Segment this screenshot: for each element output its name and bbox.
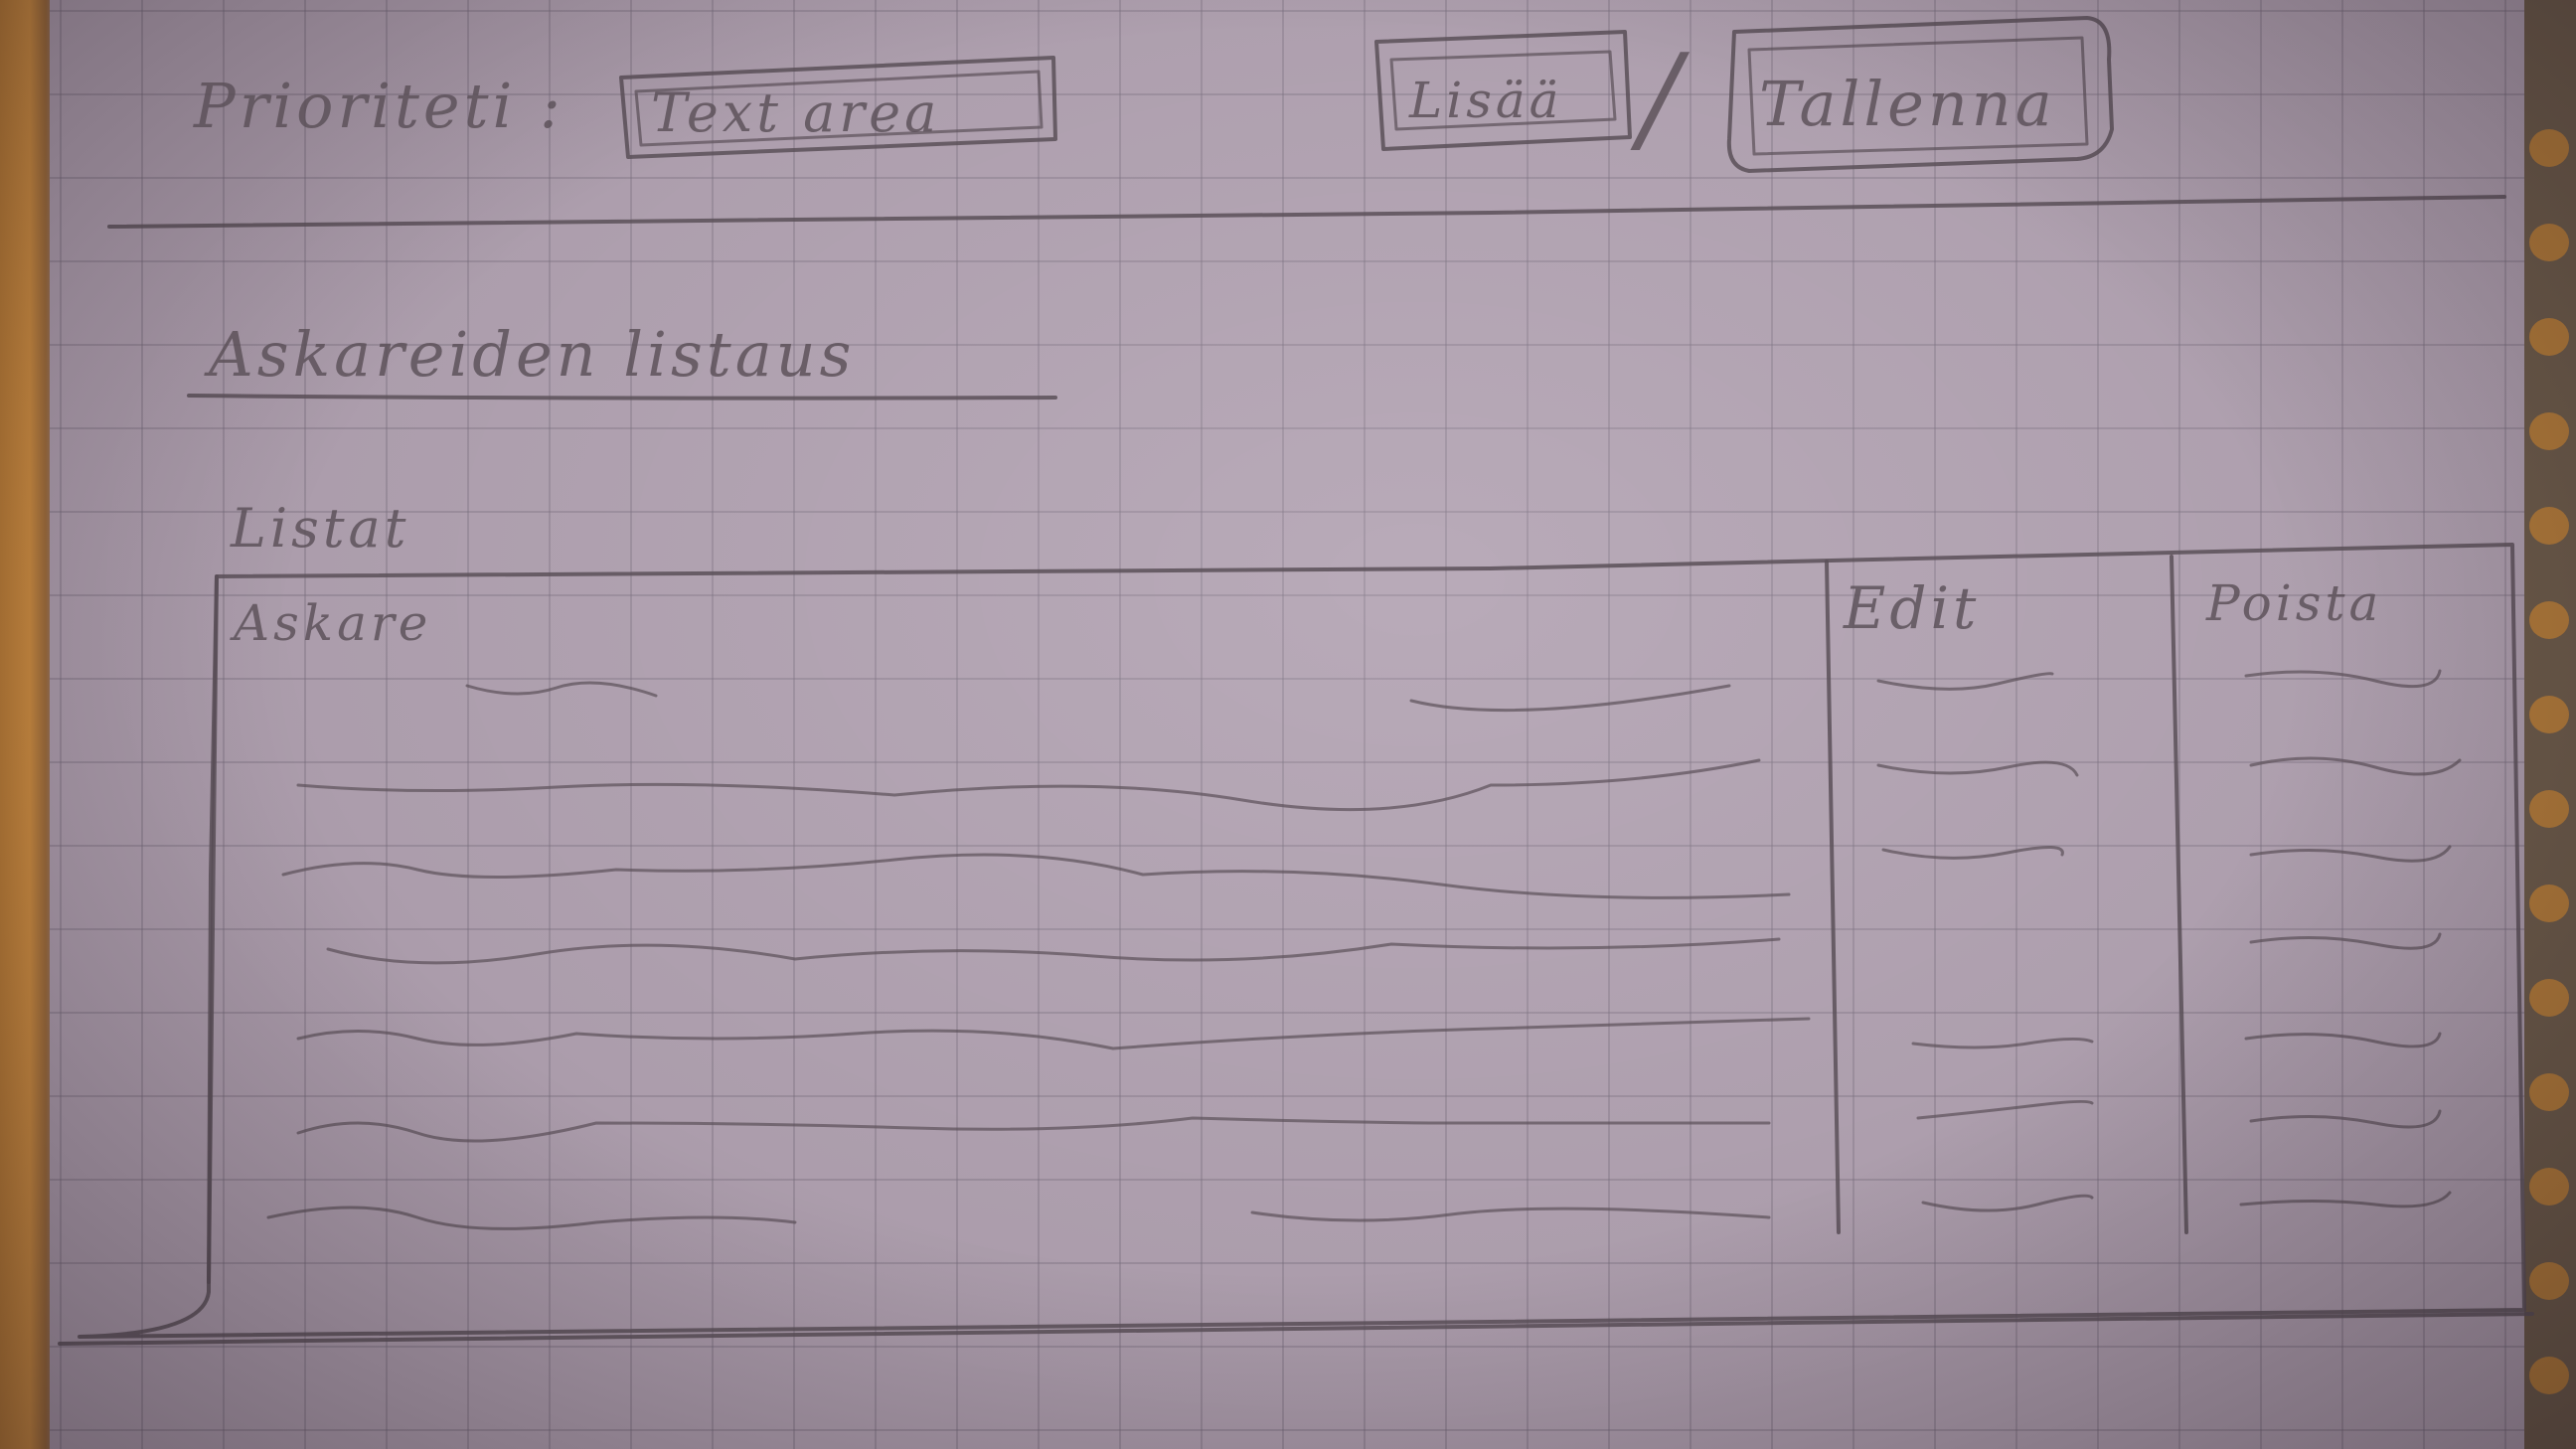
poista-squiggle: [2249, 1109, 2442, 1129]
binding-hole: [2529, 507, 2569, 545]
column-header-edit: Edit: [1844, 574, 1981, 642]
text-area-box-inner: [634, 70, 1044, 147]
binding-hole: [2529, 318, 2569, 356]
save-button[interactable]: Tallenna: [1759, 68, 2056, 140]
column-divider-edit: [1825, 560, 1841, 1234]
row-squiggle: [296, 758, 1761, 812]
text-area-label[interactable]: Text area: [651, 81, 941, 144]
poista-squiggle: [2239, 1191, 2452, 1208]
edit-squiggle: [1921, 1194, 2094, 1212]
poista-squiggle: [2249, 845, 2452, 863]
row-squiggle: [281, 853, 1791, 899]
section-title: Askareiden listaus: [209, 318, 856, 391]
grid-paper: [50, 0, 2534, 1449]
save-button-box: [1726, 16, 2114, 173]
row-squiggle: [465, 681, 1731, 713]
binding-hole: [2529, 979, 2569, 1017]
binding-hole: [2529, 224, 2569, 261]
row-squiggle: [326, 937, 1781, 965]
column-divider-poista: [2170, 555, 2188, 1234]
edit-squiggle: [1881, 845, 2064, 860]
header-divider: [107, 195, 2506, 229]
column-header-askare: Askare: [234, 594, 432, 652]
edit-squiggle: [1876, 760, 2079, 777]
poista-squiggle: [2244, 669, 2442, 689]
text-area-box: [619, 56, 1057, 159]
table-outline: [78, 543, 2526, 1339]
binding-hole: [2529, 601, 2569, 639]
row-squiggle: [296, 1116, 1771, 1143]
add-button[interactable]: Lisää: [1409, 72, 1563, 129]
binding-hole: [2529, 129, 2569, 167]
table-caption: Listat: [231, 497, 410, 560]
poista-squiggle: [2249, 932, 2442, 950]
save-button-box-inner: [1747, 36, 2089, 156]
table-bottom-edge: [58, 1312, 2534, 1346]
binding-hole: [2529, 412, 2569, 450]
priority-label: Prioriteti :: [194, 70, 564, 142]
binding-hole: [2529, 1262, 2569, 1300]
edit-squiggle: [1876, 672, 2054, 691]
binding-hole: [2529, 696, 2569, 733]
binding-hole: [2529, 790, 2569, 828]
table-left-edge: [207, 574, 219, 1284]
binding-hole: [2529, 1357, 2569, 1394]
binding-hole: [2529, 885, 2569, 922]
edit-squiggle: [1911, 1037, 2094, 1049]
row-squiggle: [296, 1017, 1811, 1050]
add-button-box-inner: [1389, 50, 1617, 131]
add-button-box: [1374, 30, 1632, 151]
column-header-poista: Poista: [2206, 574, 2383, 632]
poista-squiggle: [2244, 1032, 2442, 1048]
title-underline: [187, 394, 1057, 401]
edit-squiggle: [1916, 1099, 2094, 1120]
row-squiggle: [266, 1206, 1771, 1230]
binding-hole: [2529, 1073, 2569, 1111]
binding-hole: [2529, 1168, 2569, 1206]
button-separator: /: [1640, 30, 1681, 168]
poista-squiggle: [2249, 756, 2462, 776]
